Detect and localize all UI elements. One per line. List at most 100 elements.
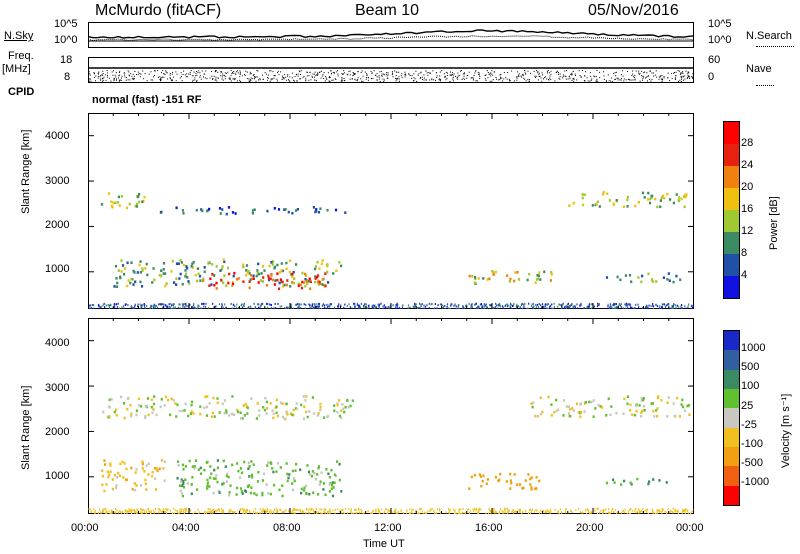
range-gate-cell <box>140 405 143 408</box>
range-gate-cell <box>198 274 202 278</box>
range-gate-cell <box>266 508 268 511</box>
range-gate-cell <box>308 492 311 496</box>
range-gate-cell <box>271 278 274 282</box>
nave-point <box>89 74 91 76</box>
range-gate-cell <box>490 304 492 307</box>
range-gate-cell <box>189 509 191 512</box>
range-gate-cell <box>266 407 269 410</box>
range-gate-cell <box>599 405 602 408</box>
nave-point <box>335 79 337 80</box>
nave-point <box>395 75 397 76</box>
nave-point <box>248 78 250 80</box>
range-gate-cell <box>244 273 248 277</box>
range-gate-cell <box>333 481 336 484</box>
range-gate-cell <box>116 509 118 512</box>
range-gate-cell <box>535 508 537 511</box>
range-gate-cell <box>225 474 228 478</box>
nave-point <box>192 80 194 82</box>
nave-point <box>225 73 227 74</box>
range-gate-cell <box>155 413 158 417</box>
range-gate-cell <box>607 508 610 510</box>
nave-point <box>411 75 413 77</box>
nave-point <box>366 73 368 75</box>
range-gate-cell <box>629 304 631 307</box>
nave-point <box>554 80 556 82</box>
nave-point <box>245 70 247 72</box>
nave-point <box>306 71 308 73</box>
nave-point <box>459 74 461 76</box>
range-gate-cell <box>529 477 532 481</box>
range-gate-cell <box>539 278 542 281</box>
range-gate-cell <box>626 304 628 307</box>
range-gate-cell <box>284 510 286 513</box>
range-gate-cell <box>651 510 654 513</box>
nave-point <box>503 72 505 74</box>
range-gate-cell <box>389 509 391 512</box>
nave-point <box>547 70 549 71</box>
nave-point <box>496 78 497 80</box>
beam-label: Beam 10 <box>355 2 420 19</box>
range-gate-cell <box>324 508 326 511</box>
nave-point <box>620 79 622 81</box>
nave-point <box>180 76 182 78</box>
range-gate-cell <box>169 509 171 512</box>
range-gate-cell <box>222 281 225 285</box>
range-gate-cell <box>258 272 261 276</box>
nave-point <box>570 73 572 75</box>
range-gate-cell <box>484 307 486 309</box>
range-gate-cell <box>182 303 184 305</box>
range-gate-cell <box>535 304 537 306</box>
nave-point <box>93 73 95 75</box>
range-gate-cell <box>254 507 256 510</box>
nave-point <box>677 70 679 72</box>
range-gate-cell <box>576 303 578 306</box>
range-gate-cell <box>347 405 350 409</box>
nave-point <box>651 79 653 81</box>
nave-point <box>376 79 378 81</box>
range-gate-cell <box>263 269 266 272</box>
range-gate-cell <box>615 199 618 202</box>
range-gate-cell <box>509 277 512 281</box>
range-gate-cell <box>387 512 389 514</box>
range-gate-cell <box>89 307 91 309</box>
range-gate-cell <box>683 509 685 512</box>
range-gate-cell <box>588 305 591 308</box>
range-gate-cell <box>282 284 285 288</box>
range-gate-cell <box>547 303 549 305</box>
range-gate-cell <box>152 402 156 406</box>
range-gate-cell <box>473 510 475 513</box>
range-gate-cell <box>160 459 163 462</box>
range-gate-cell <box>570 304 572 307</box>
nave-point <box>253 74 255 75</box>
xtick-0400: 04:00 <box>172 522 200 534</box>
range-gate-cell <box>548 510 550 513</box>
range-gate-cell <box>223 510 225 513</box>
nave-point <box>194 79 196 81</box>
nave-point <box>693 80 694 82</box>
range-gate-cell <box>668 307 670 309</box>
range-gate-cell <box>154 304 156 307</box>
range-gate-cell <box>626 402 629 406</box>
range-gate-cell <box>156 469 159 472</box>
range-gate-cell <box>654 197 657 201</box>
range-gate-cell <box>374 307 376 309</box>
range-gate-cell <box>146 511 148 514</box>
nave-point <box>129 79 131 81</box>
nave-point <box>328 80 330 82</box>
range-gate-cell <box>449 308 451 309</box>
nave-point <box>320 77 322 79</box>
range-gate-cell <box>109 512 111 514</box>
range-gate-cell <box>320 307 322 309</box>
range-gate-cell <box>512 510 514 513</box>
range-gate-cell <box>304 272 307 276</box>
range-gate-cell <box>588 400 591 404</box>
range-gate-cell <box>319 402 322 406</box>
range-gate-cell <box>109 307 111 309</box>
range-gate-cell <box>225 411 228 414</box>
range-gate-cell <box>656 414 659 418</box>
range-gate-cell <box>678 415 681 418</box>
range-gate-cell <box>149 307 151 309</box>
nave-point <box>528 80 530 82</box>
nave-point <box>333 72 335 74</box>
range-gate-cell <box>223 412 226 415</box>
